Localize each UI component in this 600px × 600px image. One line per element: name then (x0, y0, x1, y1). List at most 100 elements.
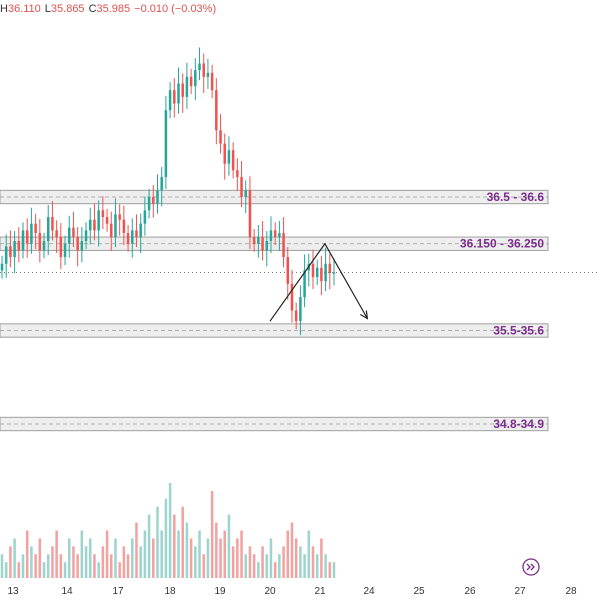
candle[interactable] (206, 58, 210, 89)
candle[interactable] (143, 196, 147, 236)
x-tick-label: 27 (514, 586, 526, 597)
x-tick-label: 24 (363, 586, 375, 597)
candle[interactable] (185, 62, 189, 109)
candle[interactable] (294, 302, 298, 330)
candle[interactable] (101, 196, 105, 230)
candle[interactable] (320, 255, 323, 296)
candle[interactable] (257, 225, 260, 258)
candle[interactable] (311, 249, 315, 290)
projection-path[interactable] (269, 242, 368, 322)
candle[interactable] (236, 158, 239, 191)
candle[interactable] (177, 67, 180, 114)
candle[interactable] (93, 203, 96, 241)
volume-bar (236, 538, 239, 578)
candle[interactable] (303, 254, 306, 308)
candle[interactable] (286, 247, 290, 300)
candle[interactable] (110, 211, 113, 252)
candle[interactable] (0, 255, 4, 279)
candle[interactable] (17, 227, 21, 263)
candle[interactable] (219, 114, 222, 154)
candle[interactable] (30, 207, 33, 254)
ohlc-close-key: C (88, 3, 97, 15)
volume-bar (59, 554, 63, 578)
candle[interactable] (164, 96, 168, 189)
candle[interactable] (114, 198, 117, 248)
candle[interactable] (290, 269, 294, 323)
candle[interactable] (72, 211, 75, 248)
candle[interactable] (223, 133, 226, 180)
candle[interactable] (135, 214, 138, 248)
candle[interactable] (265, 231, 269, 267)
candle[interactable] (269, 216, 273, 254)
candle[interactable] (25, 218, 29, 258)
candle[interactable] (324, 247, 327, 292)
candle[interactable] (282, 217, 285, 268)
candle[interactable] (273, 222, 277, 246)
candle[interactable] (34, 213, 37, 250)
candle[interactable] (147, 188, 151, 219)
candle[interactable] (278, 221, 281, 252)
candle[interactable] (160, 166, 163, 207)
candle[interactable] (248, 176, 252, 250)
candle[interactable] (210, 64, 214, 99)
candle[interactable] (126, 225, 130, 252)
candle[interactable] (215, 78, 218, 145)
candle[interactable] (168, 82, 172, 119)
candle[interactable] (63, 235, 67, 266)
candle[interactable] (4, 234, 8, 278)
candle[interactable] (152, 184, 155, 218)
candle[interactable] (244, 180, 248, 214)
volume-bar (231, 546, 235, 578)
candle[interactable] (84, 222, 88, 250)
volume-bar (223, 530, 226, 578)
candle[interactable] (13, 231, 16, 274)
candle[interactable] (227, 136, 231, 176)
ohlc-low-value: 35.865 (50, 3, 85, 15)
candle[interactable] (97, 200, 100, 247)
candle[interactable] (315, 259, 319, 286)
candle[interactable] (261, 221, 264, 261)
candle[interactable] (21, 222, 25, 259)
volume-bar (55, 530, 58, 578)
volume-bar (152, 538, 155, 578)
candle[interactable] (122, 205, 126, 246)
volume-bar (9, 546, 12, 578)
candle[interactable] (231, 142, 235, 179)
candle[interactable] (76, 227, 79, 267)
volume-bar (181, 506, 184, 578)
candle[interactable] (252, 229, 256, 252)
candle[interactable] (67, 215, 71, 258)
candle[interactable] (38, 219, 42, 263)
candle[interactable] (131, 218, 134, 258)
candle[interactable] (299, 285, 302, 336)
candle[interactable] (51, 201, 54, 241)
candle[interactable] (194, 58, 197, 101)
zone-label: 34.8-34.9 (493, 417, 544, 431)
candle[interactable] (181, 73, 184, 113)
candle[interactable] (118, 204, 121, 236)
candle[interactable] (156, 174, 159, 214)
candle[interactable] (139, 213, 142, 254)
volume-bar (156, 506, 159, 578)
candle[interactable] (80, 227, 84, 263)
candle[interactable] (240, 160, 243, 208)
candle[interactable] (198, 47, 201, 81)
candle[interactable] (46, 205, 50, 256)
candle[interactable] (59, 223, 63, 270)
volume-bar (25, 530, 29, 578)
candle[interactable] (202, 53, 205, 93)
candle[interactable] (55, 220, 58, 254)
candle[interactable] (105, 209, 109, 232)
candle[interactable] (42, 233, 46, 259)
candle[interactable] (173, 78, 176, 118)
goto-realtime-button[interactable] (522, 558, 540, 576)
candle[interactable] (189, 68, 193, 95)
candle[interactable] (332, 258, 336, 286)
candle[interactable] (307, 253, 311, 287)
candle[interactable] (9, 230, 12, 268)
candle[interactable] (88, 207, 92, 245)
candle[interactable] (328, 253, 332, 290)
volume-bar (286, 530, 290, 578)
arrow-head-icon (360, 310, 369, 320)
